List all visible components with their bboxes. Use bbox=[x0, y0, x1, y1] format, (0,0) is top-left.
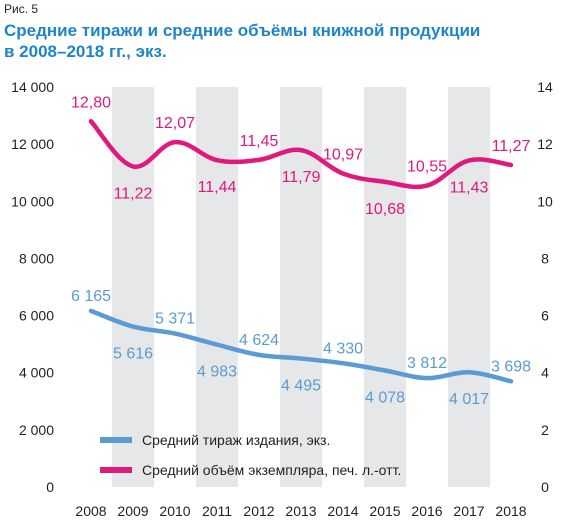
y-right-tick-label: 4 bbox=[541, 365, 549, 381]
grid-stripe bbox=[364, 87, 406, 487]
data-label-volume: 10,55 bbox=[407, 159, 447, 176]
chart-title-line-2: в 2008–2018 гг., экз. bbox=[4, 42, 167, 61]
legend-label-volume: Средний объём экземпляра, печ. л.-отт. bbox=[142, 462, 401, 478]
y-right-tick-label: 6 bbox=[541, 308, 549, 324]
data-label-circulation: 4 078 bbox=[365, 389, 405, 406]
grid-stripe bbox=[196, 87, 238, 487]
y-right-tick-label: 8 bbox=[541, 250, 549, 266]
x-tick-label: 2017 bbox=[453, 503, 484, 519]
data-label-circulation: 4 017 bbox=[449, 391, 489, 408]
x-tick-label: 2009 bbox=[117, 503, 148, 519]
chart-title-line-1: Средние тиражи и средние объёмы книжной … bbox=[4, 21, 481, 40]
x-tick-label: 2015 bbox=[369, 503, 400, 519]
data-label-circulation: 4 983 bbox=[197, 364, 237, 381]
data-label-circulation: 3 698 bbox=[491, 358, 531, 375]
data-label-circulation: 4 495 bbox=[281, 378, 321, 395]
x-tick-label: 2014 bbox=[327, 503, 358, 519]
chart-title: Средние тиражи и средние объёмы книжной … bbox=[4, 20, 564, 62]
data-label-volume: 11,22 bbox=[114, 185, 153, 202]
y-right-tick-label: 12 bbox=[537, 136, 553, 152]
data-label-circulation: 5 371 bbox=[155, 311, 195, 328]
grid-stripe bbox=[112, 87, 154, 487]
y-right-tick-label: 2 bbox=[541, 422, 549, 438]
series-line-circulation bbox=[88, 308, 514, 384]
x-tick-label: 2018 bbox=[495, 503, 526, 519]
x-tick-label: 2011 bbox=[202, 503, 232, 519]
y-left-tick-label: 8 000 bbox=[19, 250, 54, 266]
x-tick-label: 2008 bbox=[75, 503, 106, 519]
y-left-tick-label: 0 bbox=[46, 479, 54, 495]
grid-stripe bbox=[448, 87, 490, 487]
data-label-circulation: 6 165 bbox=[71, 288, 111, 305]
x-tick-label: 2016 bbox=[411, 503, 442, 519]
grid-stripe bbox=[280, 87, 322, 487]
y-right-tick-label: 14 bbox=[537, 79, 553, 95]
y-left-tick-label: 2 000 bbox=[19, 422, 54, 438]
data-label-volume: 11,79 bbox=[282, 169, 321, 186]
y-left-tick-label: 12 000 bbox=[11, 136, 54, 152]
y-left-tick-label: 6 000 bbox=[19, 308, 54, 324]
data-label-volume: 11,45 bbox=[240, 133, 279, 150]
figure-label: Рис. 5 bbox=[4, 2, 39, 16]
data-label-volume: 11,27 bbox=[492, 138, 531, 155]
data-label-circulation: 5 616 bbox=[113, 346, 153, 363]
data-label-circulation: 4 624 bbox=[239, 332, 279, 349]
data-label-circulation: 3 812 bbox=[407, 355, 447, 372]
legend-label-circulation: Средний тираж издания, экз. bbox=[142, 432, 330, 448]
data-label-volume: 10,68 bbox=[365, 201, 405, 218]
x-tick-label: 2013 bbox=[285, 503, 316, 519]
data-label-volume: 12,80 bbox=[71, 94, 111, 111]
series-line-volume bbox=[88, 119, 514, 190]
x-tick-label: 2010 bbox=[159, 503, 190, 519]
data-label-volume: 10,97 bbox=[323, 147, 363, 164]
data-label-volume: 11,44 bbox=[198, 179, 237, 196]
x-tick-label: 2012 bbox=[243, 503, 274, 519]
y-right-tick-label: 0 bbox=[541, 479, 549, 495]
y-left-tick-label: 4 000 bbox=[19, 365, 54, 381]
data-label-circulation: 4 330 bbox=[323, 340, 363, 357]
data-label-volume: 12,07 bbox=[155, 115, 195, 132]
y-left-tick-label: 14 000 bbox=[11, 79, 54, 95]
y-left-tick-label: 10 000 bbox=[11, 193, 54, 209]
y-right-tick-label: 10 bbox=[537, 193, 553, 209]
data-label-volume: 11,43 bbox=[450, 179, 489, 196]
